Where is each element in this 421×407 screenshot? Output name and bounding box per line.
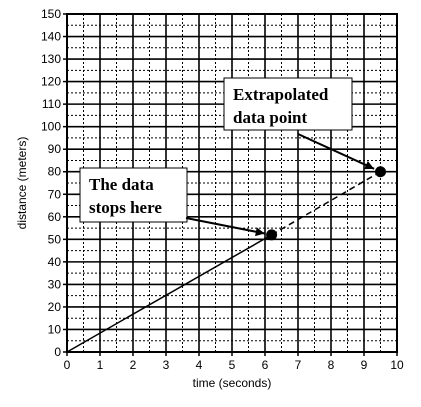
y-tick-label: 70 bbox=[48, 187, 62, 201]
x-axis-title: time (seconds) bbox=[193, 376, 272, 390]
y-tick-label: 10 bbox=[48, 322, 62, 336]
y-axis-title: distance (meters) bbox=[15, 137, 29, 230]
grid-layer bbox=[66, 13, 398, 353]
series-layer bbox=[66, 166, 386, 353]
x-tick-label: 2 bbox=[130, 358, 137, 372]
x-tick-label: 3 bbox=[163, 358, 170, 372]
annotation-text: The data bbox=[89, 175, 154, 194]
annotation-box bbox=[79, 167, 188, 223]
y-tick-label: 100 bbox=[41, 120, 61, 134]
annotation-layer: The data stops here Extrapolated data point bbox=[79, 77, 375, 237]
y-tick-label: 30 bbox=[48, 277, 62, 291]
x-tick-label: 8 bbox=[328, 358, 335, 372]
data-line bbox=[66, 234, 272, 353]
extrapolated-data-point bbox=[375, 166, 386, 178]
y-tick-label: 130 bbox=[41, 52, 61, 66]
y-tick-label: 50 bbox=[48, 232, 62, 246]
extrapolated-line bbox=[271, 171, 381, 236]
x-tick-label: 10 bbox=[390, 358, 404, 372]
y-tick-label: 80 bbox=[48, 165, 62, 179]
last-data-point bbox=[266, 229, 278, 241]
y-tick-label: 120 bbox=[41, 75, 61, 89]
x-tick-label: 7 bbox=[295, 358, 302, 372]
y-tick-label: 40 bbox=[48, 255, 62, 269]
axis-layer: 0 1 2 3 4 5 6 7 8 9 100102030405060708090100110120… bbox=[41, 7, 404, 372]
x-tick-label: 4 bbox=[196, 358, 203, 372]
annotation-arrow bbox=[297, 133, 375, 170]
annotation-arrow bbox=[185, 217, 265, 235]
annotation-arrowhead bbox=[364, 160, 375, 170]
x-tick-label: 1 bbox=[97, 358, 104, 372]
y-tick-label: 20 bbox=[48, 300, 62, 314]
y-tick-label: 140 bbox=[41, 30, 61, 44]
x-tick-label: 6 bbox=[262, 358, 269, 372]
x-tick-label: 9 bbox=[361, 358, 368, 372]
y-tick-label: 0 bbox=[54, 345, 61, 359]
y-tick-label: 60 bbox=[48, 210, 62, 224]
x-tick-label: 5 bbox=[229, 358, 236, 372]
label-layer: time (seconds) distance (meters) bbox=[15, 137, 271, 390]
annotation-box bbox=[223, 77, 353, 131]
annotation-text: Extrapolated bbox=[233, 85, 329, 104]
annotation-text: data point bbox=[233, 108, 307, 127]
y-tick-label: 90 bbox=[48, 142, 62, 156]
y-tick-label: 150 bbox=[41, 7, 61, 21]
y-tick-label: 110 bbox=[42, 97, 61, 111]
x-tick-label: 0 bbox=[64, 358, 71, 372]
annotation-text: stops here bbox=[89, 198, 162, 217]
annotation-arrowhead bbox=[255, 227, 265, 237]
